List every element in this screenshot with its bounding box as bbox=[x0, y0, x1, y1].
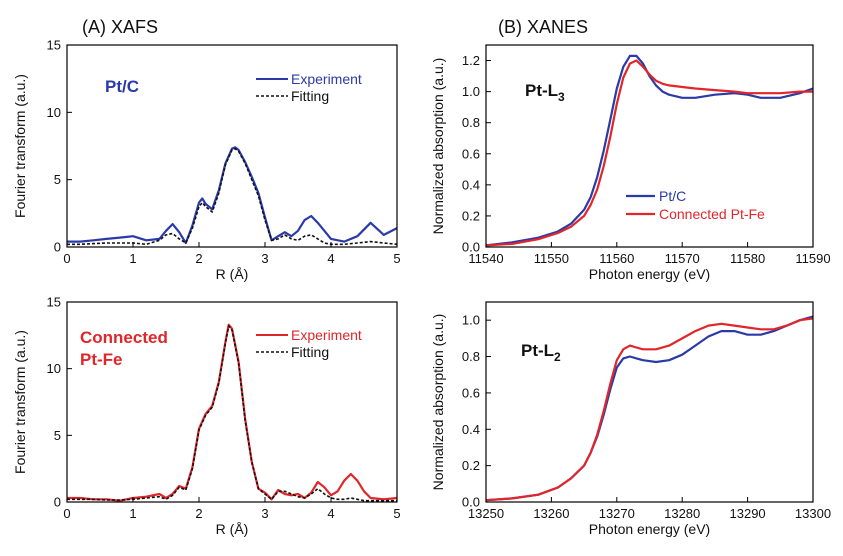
sample-label-line: Pt-Fe bbox=[80, 350, 123, 369]
x-tick-label: 13270 bbox=[599, 506, 635, 521]
sample-label-ptfe: Connected Pt-Fe bbox=[80, 328, 168, 369]
legend-label: Pt/C bbox=[659, 188, 686, 204]
plot-frame bbox=[486, 302, 813, 502]
x-tick-label: 5 bbox=[393, 506, 400, 521]
x-axis-label: R (Å) bbox=[216, 521, 249, 537]
x-tick-label: 2 bbox=[195, 251, 202, 266]
y-tick-label: 10 bbox=[47, 361, 61, 376]
y-tick-label: 15 bbox=[47, 295, 61, 310]
x-tick-label: 1 bbox=[129, 506, 136, 521]
y-tick-label: 5 bbox=[54, 172, 61, 187]
x-tick-label: 13280 bbox=[664, 506, 700, 521]
legend-label: Experiment bbox=[291, 71, 362, 87]
legend-label: Experiment bbox=[291, 327, 362, 343]
chart-xanes-l3: 1154011550115601157011580115900.00.20.40… bbox=[430, 45, 831, 282]
legend-label: Connected Pt-Fe bbox=[659, 206, 765, 222]
y-tick-label: 0.4 bbox=[462, 422, 480, 437]
x-tick-label: 2 bbox=[195, 506, 202, 521]
x-tick-label: 11550 bbox=[534, 251, 569, 266]
x-tick-label: 0 bbox=[63, 506, 70, 521]
y-axis-label: Normalized absorption (a.u.) bbox=[430, 58, 446, 235]
y-tick-label: 15 bbox=[47, 38, 61, 53]
x-tick-label: 11570 bbox=[665, 251, 700, 266]
y-tick-label: 0.2 bbox=[462, 208, 480, 223]
legend-label: Fitting bbox=[291, 344, 329, 360]
sample-label-line: Connected bbox=[80, 328, 168, 347]
legend-label: Fitting bbox=[291, 88, 329, 104]
y-tick-label: 0.4 bbox=[462, 177, 480, 192]
x-tick-label: 4 bbox=[327, 506, 334, 521]
x-tick-label: 5 bbox=[393, 251, 400, 266]
x-tick-label: 13300 bbox=[795, 506, 831, 521]
y-tick-label: 0 bbox=[54, 240, 61, 255]
y-tick-label: 1.0 bbox=[462, 84, 480, 99]
edge-label: Pt-L3 bbox=[525, 81, 565, 104]
y-tick-label: 0.0 bbox=[462, 495, 480, 510]
x-tick-label: 0 bbox=[63, 251, 70, 266]
y-tick-label: 5 bbox=[54, 428, 61, 443]
y-tick-label: 0 bbox=[54, 495, 61, 510]
x-tick-label: 11560 bbox=[599, 251, 634, 266]
panel-title-a: (A) XAFS bbox=[82, 17, 158, 37]
y-tick-label: 1.2 bbox=[462, 53, 480, 68]
x-axis-label: Photon energy (eV) bbox=[589, 521, 710, 537]
series-line-fitting bbox=[67, 149, 397, 245]
panel-title-b: (B) XANES bbox=[498, 17, 588, 37]
x-tick-label: 1 bbox=[129, 251, 136, 266]
y-tick-label: 0.2 bbox=[462, 458, 480, 473]
sample-label-ptc: Pt/C bbox=[105, 77, 139, 96]
edge-label-main: Pt-L bbox=[521, 341, 554, 360]
x-tick-label: 4 bbox=[327, 251, 334, 266]
y-axis-label: Fourier transform (a.u.) bbox=[12, 74, 28, 218]
x-tick-label: 3 bbox=[261, 506, 268, 521]
x-tick-label: 13290 bbox=[730, 506, 766, 521]
series-line-experiment bbox=[67, 147, 397, 243]
y-tick-label: 0.8 bbox=[462, 115, 480, 130]
y-tick-label: 1.0 bbox=[462, 313, 480, 328]
x-tick-label: 13260 bbox=[533, 506, 569, 521]
y-tick-label: 0.8 bbox=[462, 349, 480, 364]
edge-label: Pt-L2 bbox=[521, 341, 561, 364]
edge-label-main: Pt-L bbox=[525, 81, 558, 100]
edge-label-subscript: 2 bbox=[554, 350, 561, 364]
x-axis-label: R (Å) bbox=[216, 266, 249, 282]
y-axis-label: Normalized absorption (a.u.) bbox=[430, 314, 446, 491]
y-axis-label: Fourier transform (a.u.) bbox=[12, 330, 28, 474]
x-tick-label: 11590 bbox=[795, 251, 830, 266]
x-tick-label: 11580 bbox=[730, 251, 765, 266]
edge-label-subscript: 3 bbox=[558, 90, 565, 104]
x-tick-label: 3 bbox=[261, 251, 268, 266]
y-tick-label: 0.0 bbox=[462, 240, 480, 255]
y-tick-label: 0.6 bbox=[462, 385, 480, 400]
y-tick-label: 10 bbox=[47, 105, 61, 120]
chart-xanes-l2: 1325013260132701328013290133000.00.20.40… bbox=[430, 302, 831, 537]
y-tick-label: 0.6 bbox=[462, 146, 480, 161]
x-axis-label: Photon energy (eV) bbox=[589, 266, 710, 282]
